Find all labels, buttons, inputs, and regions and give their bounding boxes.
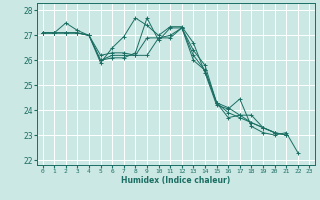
X-axis label: Humidex (Indice chaleur): Humidex (Indice chaleur): [121, 176, 231, 185]
